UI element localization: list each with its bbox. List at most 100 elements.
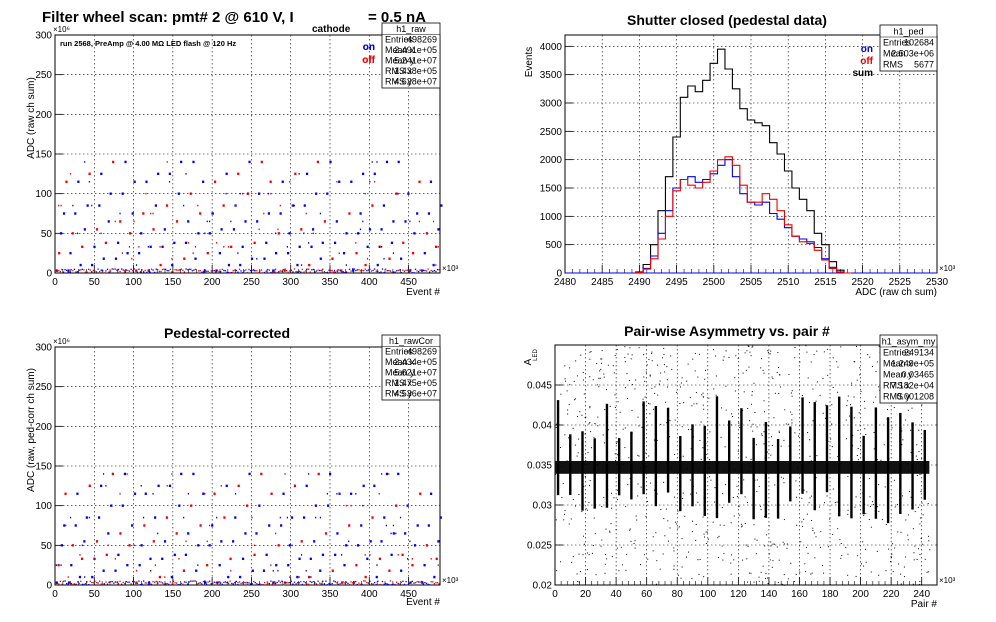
asym-outlier	[576, 375, 578, 377]
raw-data-point	[172, 271, 175, 274]
raw-ytick-label: 50	[41, 229, 53, 240]
rawCor-data-point	[432, 581, 434, 583]
asym-outlier	[881, 518, 883, 520]
raw-data-point	[185, 268, 187, 270]
asym-outlier	[609, 530, 611, 532]
raw-data-point	[95, 228, 99, 231]
raw-data-point	[404, 220, 407, 223]
asym-outlier	[905, 419, 907, 421]
rawCor-data-point	[234, 492, 237, 495]
raw-data-point	[429, 271, 431, 273]
asym-outlier	[849, 462, 851, 464]
asym-outlier	[825, 433, 827, 435]
raw-data-point	[216, 269, 219, 272]
asym-xtick-label: 140	[761, 589, 778, 600]
rawCor-data-point	[259, 583, 261, 585]
asym-outlier	[893, 479, 895, 481]
asym-outlier	[676, 523, 678, 525]
asym-outlier	[903, 566, 905, 568]
ped-stats-value: 102684	[904, 38, 934, 48]
asym-outlier	[840, 542, 842, 544]
rawCor-data-point	[319, 582, 321, 584]
asym-outlier	[741, 435, 743, 437]
raw-data-point	[258, 192, 261, 195]
rawCor-data-point	[355, 580, 357, 583]
raw-data-point	[383, 257, 385, 260]
asym-spike	[850, 406, 853, 519]
raw-data-point	[275, 268, 277, 270]
raw-data-point	[325, 272, 327, 274]
asym-outlier	[558, 409, 560, 411]
ped-series-off	[635, 156, 852, 274]
asym-outlier	[572, 498, 574, 500]
rawCor-data-point	[410, 581, 412, 584]
asym-outlier	[667, 386, 669, 388]
rawCor-data-point	[193, 580, 195, 582]
raw-data-point	[418, 220, 420, 223]
rawCor-data-point	[361, 583, 363, 585]
raw-stats-name: h1_raw	[396, 24, 426, 34]
rawCor-data-point	[127, 581, 129, 583]
asym-outlier	[647, 501, 649, 503]
rawCor-data-point	[190, 504, 193, 507]
asym-outlier	[674, 521, 676, 523]
raw-data-point	[323, 220, 327, 223]
asym-outlier	[709, 476, 711, 478]
rawCor-data-point	[64, 580, 66, 582]
rawCor-data-point	[253, 553, 256, 557]
raw-data-point	[227, 246, 230, 248]
asym-outlier	[820, 531, 822, 533]
asym-outlier	[905, 556, 907, 558]
asym-outlier	[612, 365, 614, 367]
asym-outlier	[878, 510, 880, 512]
raw-data-point	[182, 269, 184, 271]
raw-data-point	[416, 212, 419, 215]
asym-outlier	[673, 547, 675, 549]
asym-outlier	[907, 539, 909, 541]
rawCor-data-point	[279, 516, 281, 519]
asym-outlier	[807, 552, 809, 554]
rawCor-data-point	[322, 580, 324, 582]
rawCor-data-point	[89, 580, 91, 582]
rawCor-data-point	[347, 582, 349, 585]
asym-outlier	[563, 513, 565, 515]
asym-outlier	[824, 417, 826, 419]
rawCor-data-point	[242, 582, 244, 584]
ped-legend-off: off	[860, 56, 873, 67]
asym-outlier	[657, 394, 659, 396]
raw-data-point	[105, 270, 107, 272]
asym-outlier	[800, 541, 802, 543]
raw-data-point	[326, 192, 329, 195]
asym-outlier	[614, 355, 616, 357]
asym-outlier	[609, 405, 611, 407]
rawCor-data-point	[128, 581, 131, 583]
raw-data-point	[119, 270, 121, 273]
asym-outlier	[653, 489, 655, 491]
raw-data-point	[315, 192, 318, 195]
rawCor-data-point	[421, 581, 424, 584]
asym-outlier	[703, 408, 705, 410]
asym-outlier	[875, 464, 877, 466]
rawCor-data-point	[327, 504, 330, 507]
raw-data-point	[119, 212, 121, 215]
rawCor-data-point	[130, 583, 132, 585]
asym-outlier	[794, 581, 796, 583]
asym-outlier	[863, 565, 865, 567]
asym-outlier	[873, 431, 875, 433]
raw-data-point	[407, 192, 409, 195]
asym-outlier	[597, 464, 599, 466]
raw-data-point	[91, 271, 93, 273]
raw-data-point	[381, 268, 384, 270]
asym-outlier	[809, 472, 811, 474]
raw-xtick-label: 350	[322, 277, 339, 288]
asym-outlier	[814, 557, 816, 559]
asym-outlier	[594, 533, 596, 535]
rawCor-data-point	[377, 580, 379, 582]
asym-stats-label: Mean y	[883, 370, 913, 380]
raw-data-point	[418, 180, 421, 183]
rawCor-data-point	[106, 583, 109, 585]
asym-outlier	[837, 391, 839, 393]
rawCor-data-point	[359, 583, 362, 586]
rawCor-data-point	[275, 532, 277, 535]
asym-outlier	[637, 454, 639, 456]
